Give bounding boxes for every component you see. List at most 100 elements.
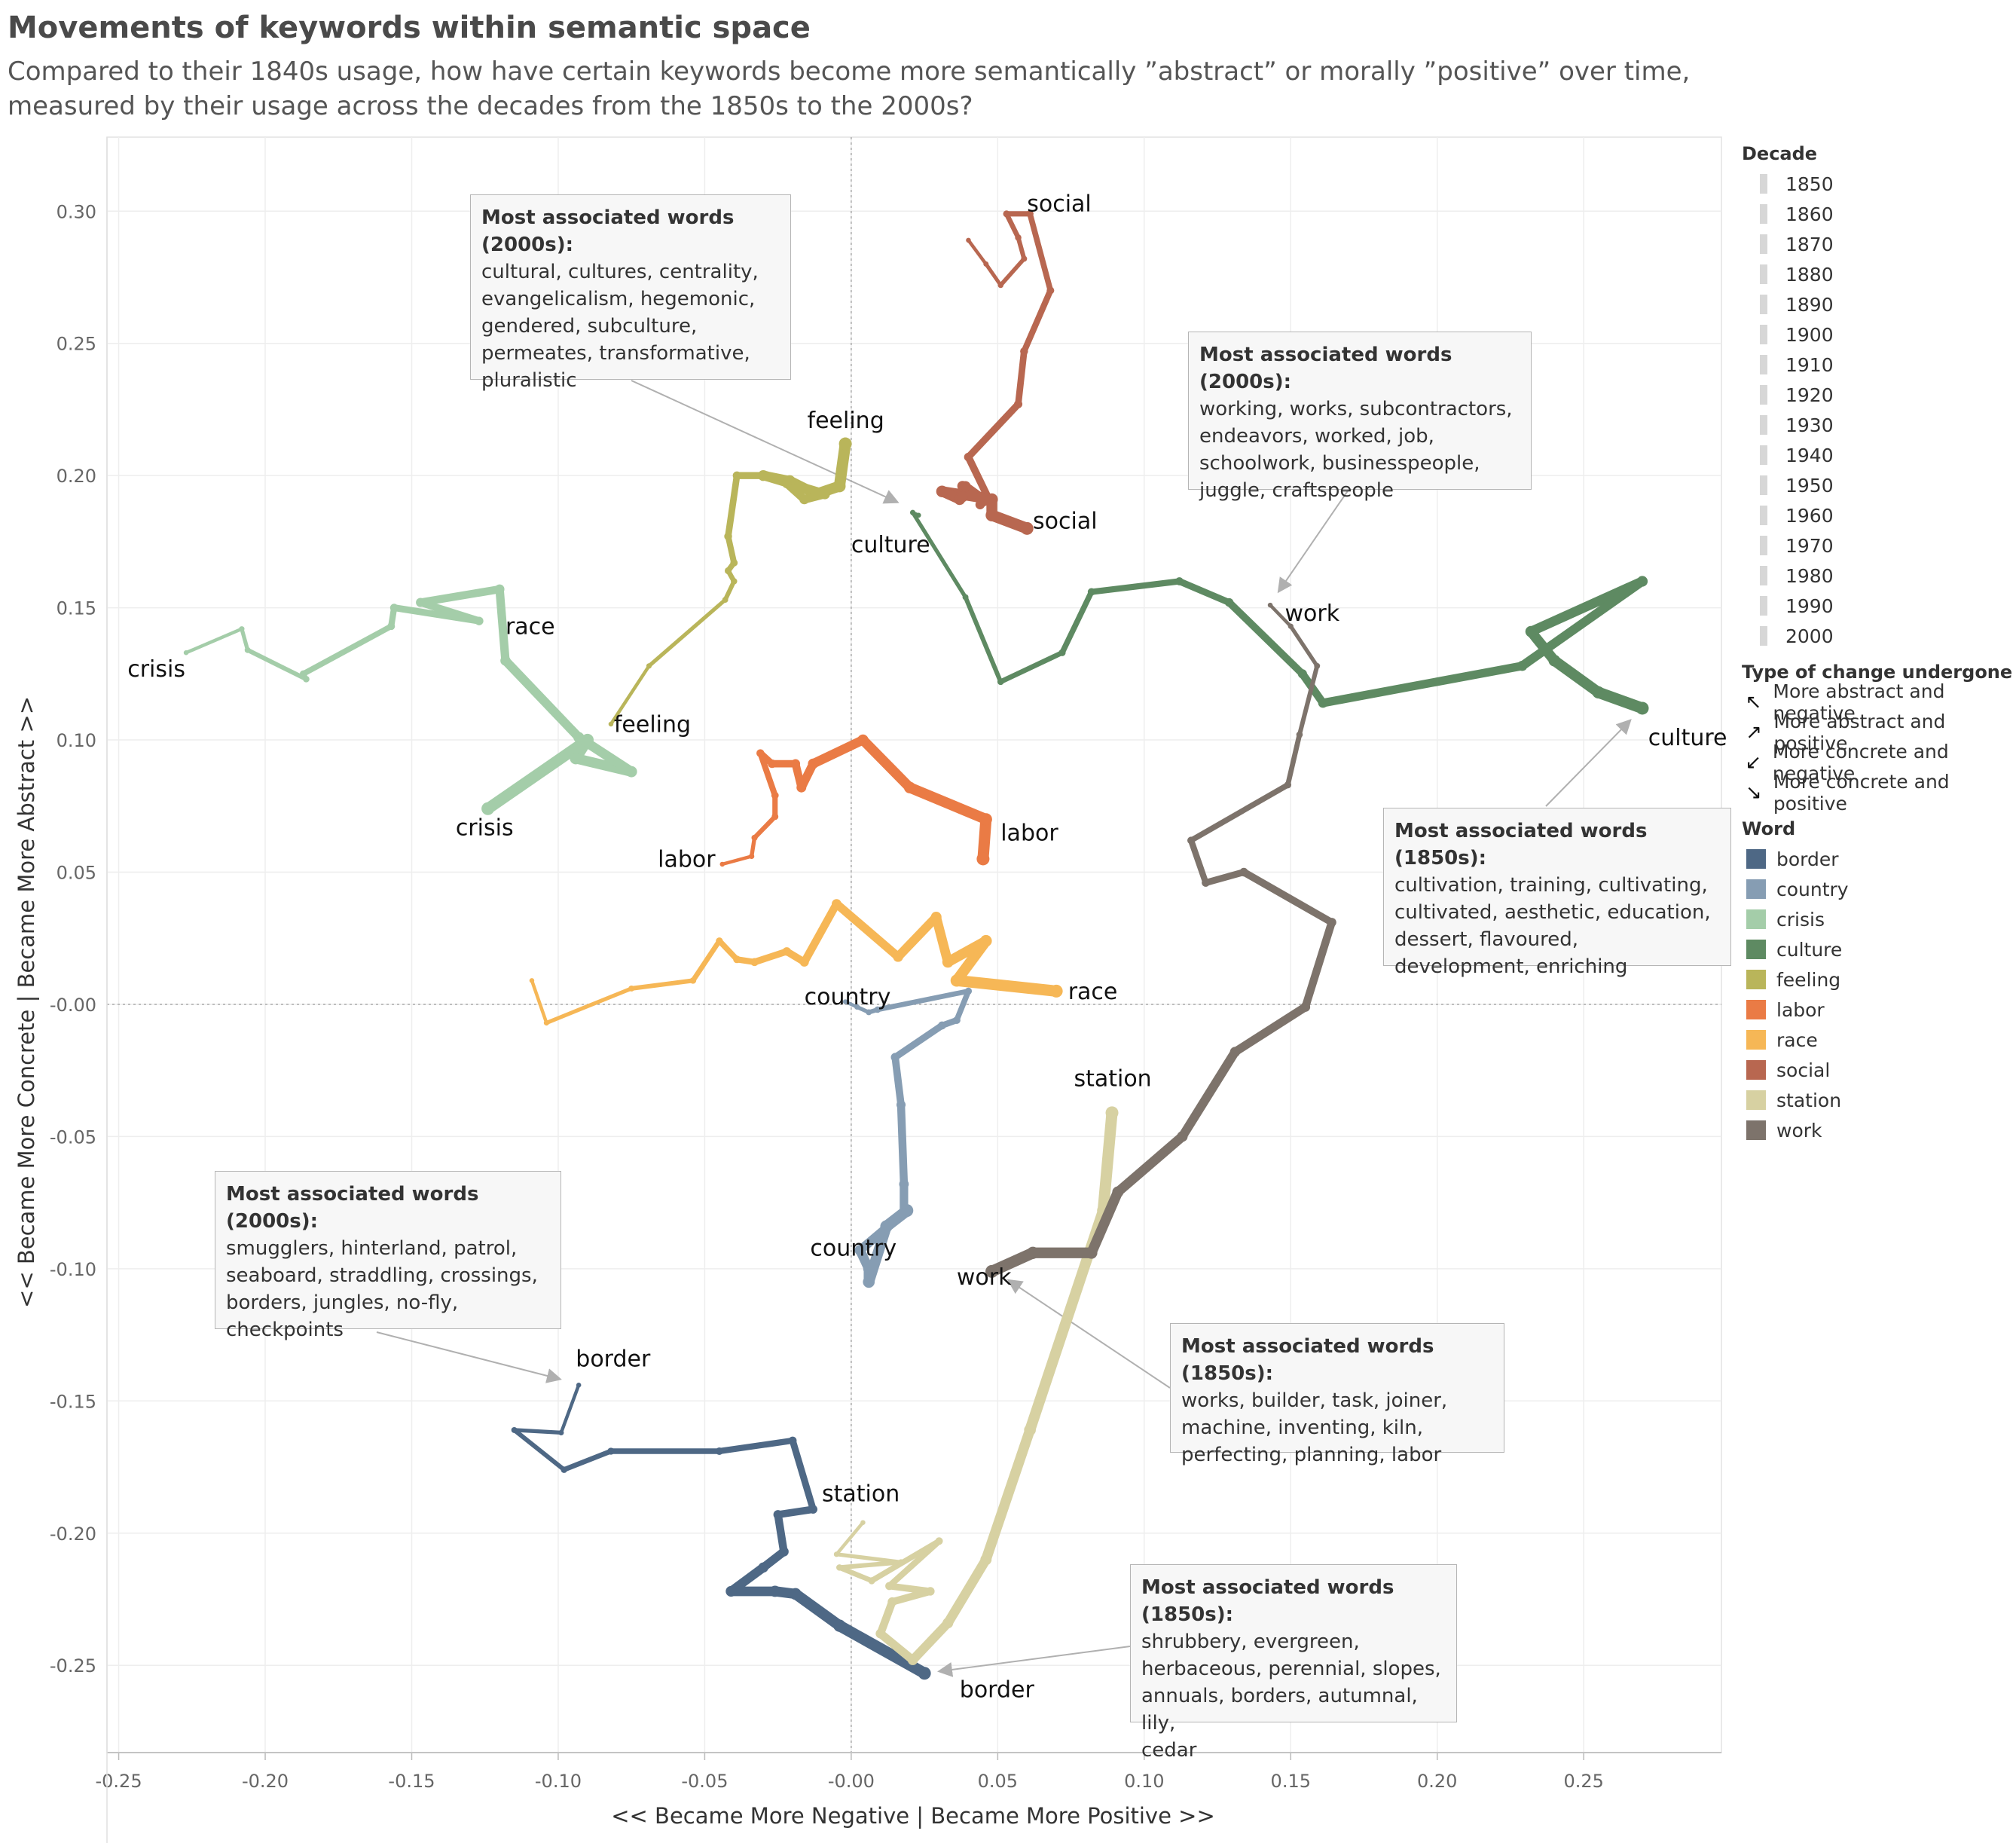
series-segment-social (1016, 235, 1027, 261)
data-point-social (960, 481, 971, 491)
data-point-social (1020, 521, 1034, 535)
legend-decade-item: 1880 (1742, 259, 2013, 289)
data-point-work (1026, 1246, 1040, 1259)
data-point-feeling (730, 559, 738, 567)
y-tick-label: 0.25 (57, 334, 96, 355)
word-label-country: country (810, 1235, 897, 1261)
data-point-social (975, 491, 985, 502)
series-segment-culture (1088, 578, 1183, 595)
decade-width-swatch (1760, 385, 1767, 405)
legend-decade-label: 1880 (1785, 263, 1834, 286)
series-segment-race (800, 900, 841, 967)
data-point-labor (771, 791, 779, 799)
legend-word-item: station (1742, 1085, 2013, 1115)
data-point-culture (1297, 669, 1307, 679)
legend-decade-item: 1930 (1742, 410, 2013, 440)
series-segment-feeling (609, 664, 651, 726)
legend-word-item: feeling (1742, 964, 2013, 995)
series-segment-work (1086, 1187, 1123, 1258)
data-point-border (715, 1447, 723, 1455)
legend-decade-item: 1890 (1742, 289, 2013, 319)
x-tick-label: 0.25 (1563, 1771, 1603, 1792)
data-point-border (576, 1382, 582, 1388)
series-segment-station (835, 1521, 865, 1557)
series-segment-station (836, 1564, 875, 1584)
data-point-work (1327, 918, 1336, 928)
word-label-border: border (576, 1346, 651, 1373)
annotation-heading: Most associated words (1850s): (1141, 1576, 1394, 1626)
series-segment-feeling (833, 438, 851, 492)
series-segment-race (716, 937, 740, 963)
series-segment-labor (857, 735, 915, 793)
series-segment-crisis (390, 604, 483, 625)
legend-decade-label: 1870 (1785, 233, 1834, 255)
series-segment-feeling (725, 472, 741, 540)
data-point-labor (976, 852, 990, 866)
x-tick-label: -0.05 (681, 1771, 728, 1792)
annotation-work-1850s: Most associated words (1850s): works, bu… (1170, 1323, 1504, 1466)
data-point-feeling (732, 471, 741, 480)
annotation-connector (376, 1331, 562, 1383)
arrow-up-left-icon: ↖ (1745, 691, 1762, 714)
series-segment-culture (1517, 576, 1647, 671)
series-segment-social (1003, 211, 1021, 240)
series-segment-crisis (184, 627, 244, 655)
legend-decade-item: 1850 (1742, 169, 2013, 199)
series-segment-crisis (495, 585, 510, 665)
data-point-crisis (416, 598, 426, 607)
annotation-body: working, works, subcontractors, endeavor… (1199, 398, 1513, 502)
series-segment-labor (749, 836, 757, 859)
series-segment-station (885, 1582, 934, 1595)
series-segment-race (893, 912, 941, 961)
series-segment-race (530, 979, 548, 1025)
legend-color-swatch (1746, 1030, 1766, 1050)
data-point-social (1020, 347, 1028, 356)
series-segment-work (1288, 624, 1319, 668)
series-segment-culture (963, 594, 1003, 684)
legend-word-item: work (1742, 1115, 2013, 1145)
data-point-work (1267, 602, 1273, 608)
x-tick-label: 0.20 (1417, 1771, 1457, 1792)
data-point-work (1239, 867, 1248, 877)
data-point-race (832, 899, 842, 909)
series-border (511, 1382, 931, 1680)
series-segment-culture (1225, 598, 1306, 678)
y-tick-label: -0.25 (50, 1655, 96, 1676)
series-segment-race (751, 948, 790, 966)
data-point-border (607, 1447, 615, 1455)
legend-word-item: country (1742, 874, 2013, 904)
annotation-body: cultural, cultures, centrality, evangeli… (481, 261, 759, 392)
data-point-social (985, 509, 998, 522)
series-segment-station (876, 1629, 918, 1664)
series-segment-culture (1175, 578, 1233, 607)
legend-decade-label: 1860 (1785, 203, 1834, 225)
data-point-crisis (625, 766, 637, 778)
data-point-station (887, 1597, 897, 1607)
data-point-culture (1636, 576, 1648, 587)
decade-width-swatch (1760, 325, 1767, 344)
series-segment-country (897, 1101, 909, 1188)
series-segment-border (833, 1620, 930, 1679)
data-point-station (885, 1582, 893, 1591)
decade-width-swatch (1760, 536, 1767, 555)
legend-decade-label: 1990 (1785, 594, 1834, 617)
data-point-station (833, 1551, 840, 1557)
legend-decade-item: 1950 (1742, 470, 2013, 500)
series-crisis (183, 584, 637, 815)
annotation-work-2000s: Most associated words (2000s): working, … (1188, 332, 1532, 502)
series-segment-crisis (416, 585, 504, 607)
legend-decade-list: 1850 1860 1870 1880 1890 1900 1910 1920 1930 1940… (1742, 169, 2013, 651)
legend-word-label: work (1776, 1119, 1822, 1142)
legend-decade-label: 1970 (1785, 534, 1834, 557)
legend-color-swatch (1746, 909, 1766, 929)
data-point-border (558, 1429, 564, 1436)
series-segment-border (559, 1383, 581, 1435)
legend-word-label: labor (1776, 998, 1825, 1021)
legend-color-swatch (1746, 1090, 1766, 1110)
annotation-border-2000s: Most associated words (2000s): smugglers… (215, 1171, 561, 1341)
legend-word-label: crisis (1776, 908, 1825, 931)
data-point-social (964, 452, 973, 462)
data-point-station (1105, 1106, 1119, 1120)
legend-decade-item: 1980 (1742, 561, 2013, 591)
y-tick-label: -0.10 (50, 1259, 96, 1280)
